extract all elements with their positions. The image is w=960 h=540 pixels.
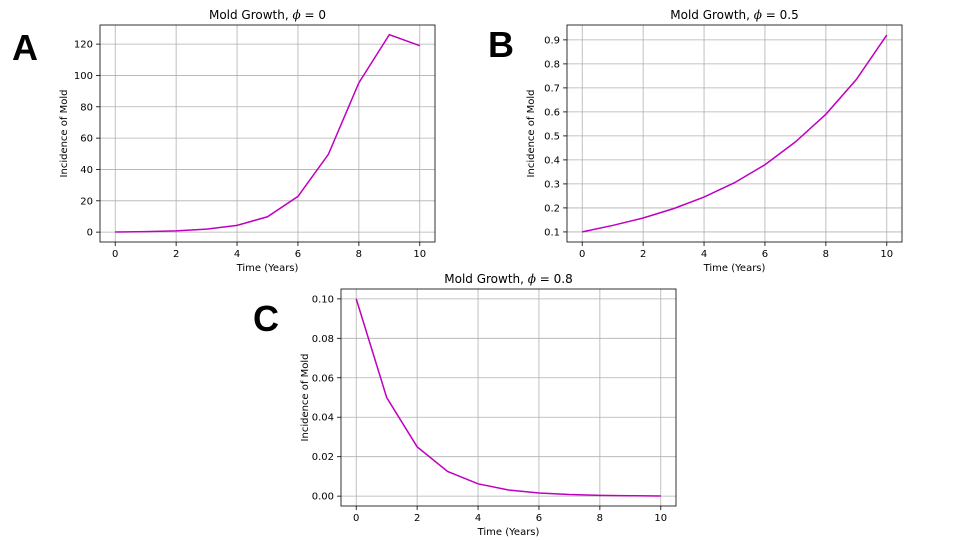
y-tick-label: 40 <box>80 165 93 176</box>
plot-frame <box>566 24 903 243</box>
y-tick-label: 0.02 <box>312 452 334 463</box>
x-tick-label: 6 <box>762 249 768 260</box>
x-axis-label: Time (Years) <box>477 527 540 538</box>
panel-letter: A <box>12 27 38 68</box>
x-tick-label: 2 <box>414 513 420 524</box>
x-tick-label: 6 <box>295 249 301 260</box>
y-tick-label: 120 <box>74 40 93 51</box>
y-axis-label: Incidence of Mold <box>526 90 537 178</box>
x-tick-label: 10 <box>880 249 893 260</box>
y-tick-label: 80 <box>80 102 93 113</box>
x-tick-label: 0 <box>353 513 359 524</box>
chart-title: Mold Growth, ϕ = 0.5 <box>670 8 799 22</box>
x-tick-label: 4 <box>475 513 481 524</box>
x-tick-label: 2 <box>173 249 179 260</box>
panel-letter: B <box>488 24 514 65</box>
phi-symbol: ϕ <box>754 8 762 22</box>
y-tick-label: 0.2 <box>544 203 560 214</box>
mold-incidence-line <box>115 33 421 233</box>
title-value: = 0.8 <box>536 272 573 286</box>
x-tick-label: 6 <box>536 513 542 524</box>
chart-title: Mold Growth, ϕ = 0.8 <box>444 272 573 286</box>
y-axis-label: Incidence of Mold <box>300 354 311 442</box>
title-value: = 0 <box>301 8 326 22</box>
y-tick-label: 0.04 <box>312 413 334 424</box>
phi-symbol: ϕ <box>293 8 301 22</box>
y-tick-label: 20 <box>80 196 93 207</box>
x-axis-label: Time (Years) <box>703 263 766 274</box>
plot-frame <box>340 288 677 507</box>
y-tick-label: 0.4 <box>544 155 560 166</box>
y-tick-label: 0.9 <box>544 35 560 46</box>
y-tick-label: 0.3 <box>544 179 560 190</box>
title-value: = 0.5 <box>762 8 799 22</box>
x-tick-label: 10 <box>654 513 667 524</box>
panel-b: B 0 2 4 6 8 10 0.1 0.2 0.3 0.4 0.5 0.6 0.7 0.8 0.9 Mold … <box>488 8 903 274</box>
y-tick-label: 0.7 <box>544 83 560 94</box>
y-tick-label: 0.08 <box>312 334 334 345</box>
y-axis-label: Incidence of Mold <box>59 90 70 178</box>
x-axis-label: Time (Years) <box>236 263 299 274</box>
y-tick-label: 60 <box>80 134 93 145</box>
x-tick-label: 10 <box>413 249 426 260</box>
y-tick-label: 0.06 <box>312 373 334 384</box>
phi-symbol: ϕ <box>528 272 536 286</box>
y-tick-label: 0.10 <box>312 294 334 305</box>
x-tick-label: 8 <box>823 249 829 260</box>
title-text: Mold Growth, <box>444 272 528 286</box>
y-tick-label: 0.5 <box>544 131 560 142</box>
panel-letter: C <box>253 298 279 339</box>
chart-title: Mold Growth, ϕ = 0 <box>209 8 326 22</box>
y-tick-label: 0.6 <box>544 107 560 118</box>
x-tick-label: 4 <box>234 249 240 260</box>
y-tick-label: 0 <box>87 228 93 239</box>
y-tick-label: 100 <box>74 71 93 82</box>
x-tick-label: 0 <box>112 249 118 260</box>
y-tick-label: 0.00 <box>312 492 334 503</box>
x-tick-label: 4 <box>701 249 707 260</box>
plot-frame <box>99 24 436 243</box>
mold-incidence-line <box>582 34 888 233</box>
x-tick-label: 8 <box>356 249 362 260</box>
title-text: Mold Growth, <box>209 8 293 22</box>
x-tick-label: 0 <box>579 249 585 260</box>
panel-c: C 0 2 4 6 8 10 0.00 0.02 0.04 0.06 0.08 0.10 Mold Gro… <box>253 272 677 538</box>
y-tick-label: 0.8 <box>544 59 560 70</box>
y-tick-label: 0.1 <box>544 227 560 238</box>
x-tick-label: 8 <box>597 513 603 524</box>
title-text: Mold Growth, <box>670 8 754 22</box>
x-tick-label: 2 <box>640 249 646 260</box>
mold-incidence-line <box>355 298 661 497</box>
